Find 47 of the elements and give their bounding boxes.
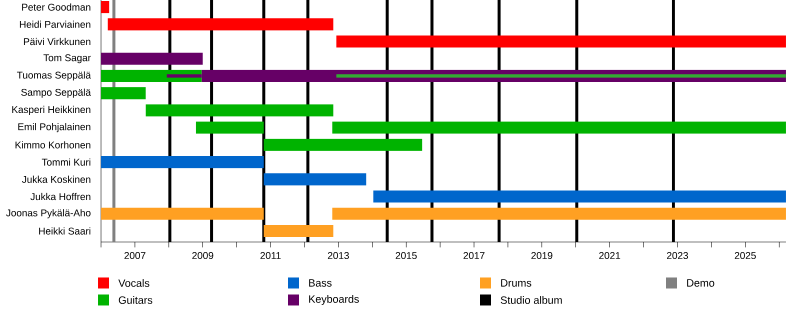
y-tick-label: Kimmo Korhonen <box>16 141 90 148</box>
bar <box>264 173 366 186</box>
legend-label: Vocals <box>118 279 150 287</box>
x-tick-label: 2015 <box>396 252 417 260</box>
y-tick-label: Heidi Parviainen <box>20 20 90 28</box>
x-tick-label: 2019 <box>531 252 552 260</box>
legend-label: Studio album <box>500 296 562 304</box>
legend-label: Bass <box>309 279 332 287</box>
y-tick-label: Sampo Seppälä <box>21 88 91 98</box>
y-tick-label: Tommi Kuri <box>42 158 90 166</box>
x-tick-label: 2017 <box>464 252 484 260</box>
legend-label: Drums <box>501 279 532 287</box>
x-tick-label: 2007 <box>124 252 146 260</box>
y-tick-label: Peter Goodman <box>22 3 90 11</box>
x-tick-label: 2025 <box>734 252 756 260</box>
y-tick-label: Päivi Virkkunen <box>24 38 90 46</box>
y-tick-label: Kasperi Heikkinen <box>12 106 90 116</box>
bar <box>264 138 422 151</box>
y-tick-label: Joonas Pykälä-Aho <box>6 209 91 218</box>
bar <box>101 156 264 168</box>
y-tick-label: Tuomas Seppälä <box>16 71 91 81</box>
bar <box>264 224 334 237</box>
legend-label: Demo <box>687 279 714 287</box>
x-tick-label: 2023 <box>667 252 688 260</box>
bar <box>101 1 110 14</box>
bar <box>332 122 786 134</box>
bar <box>101 52 203 65</box>
y-tick-label: Jukka Koskinen <box>22 176 90 183</box>
bar <box>336 74 786 78</box>
x-tick-label: 2009 <box>192 252 214 260</box>
bar <box>373 190 786 203</box>
bar <box>101 87 146 100</box>
bar <box>332 208 786 220</box>
legend-label: Keyboards <box>309 295 359 305</box>
y-tick-label: Emil Pohjalainen <box>18 123 90 132</box>
bar <box>196 122 264 134</box>
bar <box>336 35 786 48</box>
bar <box>101 208 264 220</box>
x-tick-label: 2013 <box>328 252 349 260</box>
y-tick-label: Jukka Hoffren <box>30 192 90 200</box>
x-tick-label: 2021 <box>599 252 620 260</box>
legend-label: Guitars <box>118 296 152 304</box>
bar <box>146 104 334 116</box>
bar <box>108 18 334 30</box>
y-tick-label: Tom Sagar <box>43 54 91 64</box>
x-tick-label: 2011 <box>260 252 281 260</box>
y-tick-label: Heikki Saari <box>39 227 90 235</box>
